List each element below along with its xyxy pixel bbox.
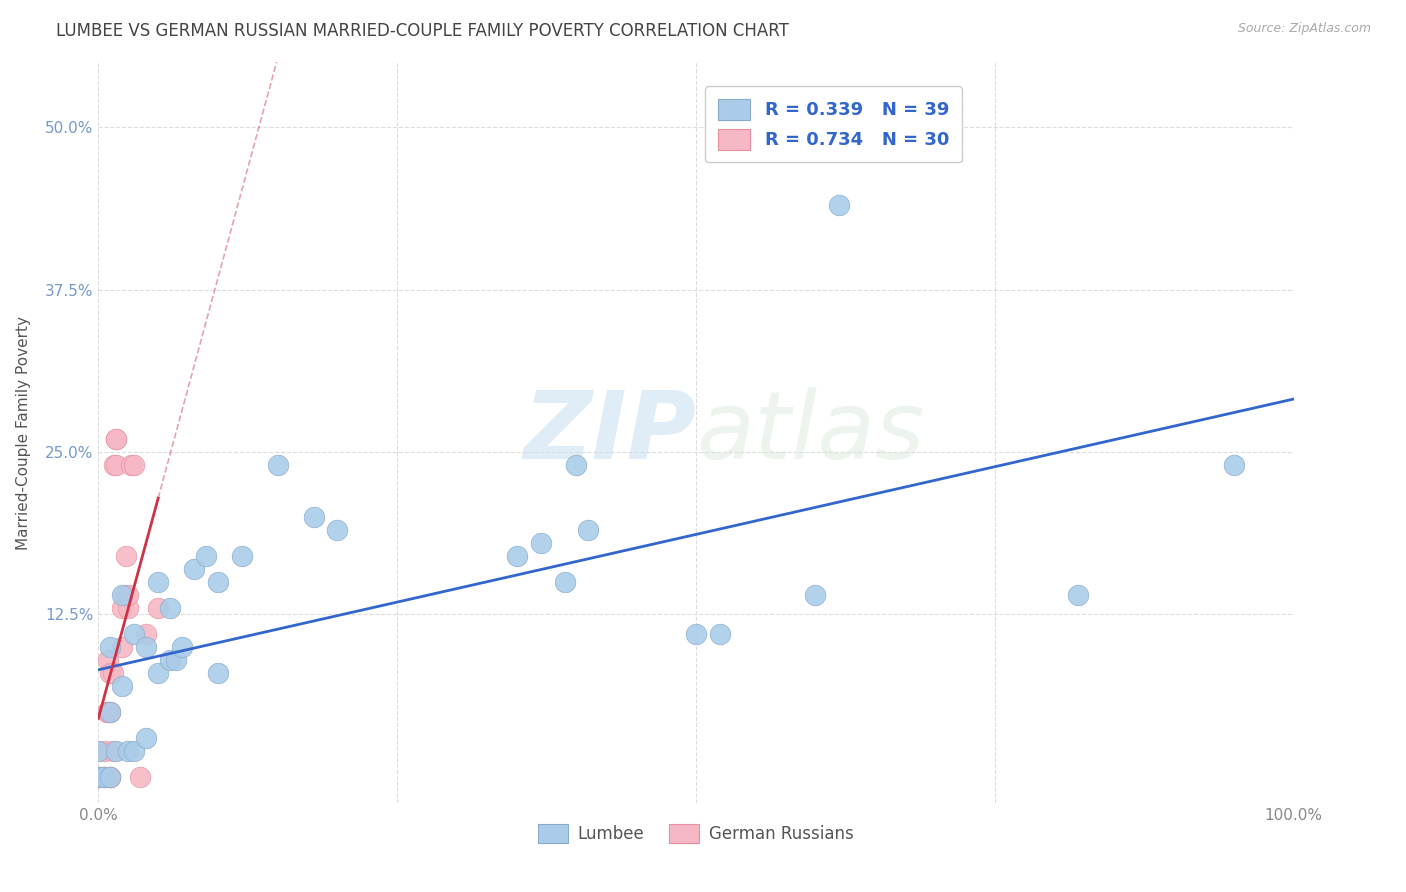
Point [87, 770, 110, 784]
Point [111, 679, 134, 693]
Text: atlas: atlas [696, 387, 924, 478]
Point [93, 770, 115, 784]
Point [148, 601, 170, 615]
Point [87, 770, 110, 784]
Point [111, 588, 134, 602]
Point [124, 627, 146, 641]
Point [1067, 588, 1090, 602]
Legend: Lumbee, German Russians: Lumbee, German Russians [531, 817, 860, 850]
Point [105, 432, 128, 446]
Point [172, 640, 194, 654]
Point [804, 588, 827, 602]
Text: LUMBEE VS GERMAN RUSSIAN MARRIED-COUPLE FAMILY POVERTY CORRELATION CHART: LUMBEE VS GERMAN RUSSIAN MARRIED-COUPLE … [56, 22, 789, 40]
Point [159, 653, 181, 667]
Point [98, 705, 122, 719]
Point [87, 770, 110, 784]
Point [326, 523, 349, 537]
Point [93, 744, 115, 758]
Y-axis label: Married-Couple Family Poverty: Married-Couple Family Poverty [17, 316, 31, 549]
Point [135, 731, 157, 745]
Point [105, 458, 128, 472]
Point [105, 744, 128, 758]
Point [267, 458, 290, 472]
Point [93, 770, 115, 784]
Point [117, 744, 139, 758]
Point [565, 458, 588, 472]
Point [709, 627, 731, 641]
Point [115, 549, 138, 563]
Point [124, 744, 146, 758]
Point [93, 770, 115, 784]
Point [97, 705, 120, 719]
Point [87, 744, 110, 758]
Point [114, 588, 136, 602]
Point [98, 770, 122, 784]
Point [530, 536, 553, 550]
Point [554, 574, 576, 589]
Point [117, 588, 139, 602]
Point [98, 640, 122, 654]
Point [135, 627, 157, 641]
Point [124, 458, 146, 472]
Point [148, 574, 170, 589]
Point [231, 549, 253, 563]
Point [207, 665, 229, 680]
Point [578, 523, 600, 537]
Point [195, 549, 218, 563]
Point [103, 458, 125, 472]
Point [159, 601, 181, 615]
Point [828, 198, 851, 212]
Point [105, 432, 128, 446]
Point [183, 562, 205, 576]
Point [685, 627, 707, 641]
Point [111, 640, 134, 654]
Point [148, 665, 170, 680]
Point [120, 458, 142, 472]
Point [1223, 458, 1246, 472]
Point [98, 770, 122, 784]
Point [101, 744, 124, 758]
Point [98, 665, 122, 680]
Point [165, 653, 187, 667]
Point [98, 705, 122, 719]
Point [96, 705, 118, 719]
Point [117, 601, 139, 615]
Point [302, 510, 325, 524]
Text: Source: ZipAtlas.com: Source: ZipAtlas.com [1237, 22, 1371, 36]
Point [98, 770, 122, 784]
Point [207, 574, 229, 589]
Text: ZIP: ZIP [523, 386, 696, 479]
Point [87, 770, 110, 784]
Point [129, 770, 152, 784]
Point [111, 601, 134, 615]
Point [101, 665, 124, 680]
Point [135, 640, 157, 654]
Point [506, 549, 529, 563]
Point [97, 653, 120, 667]
